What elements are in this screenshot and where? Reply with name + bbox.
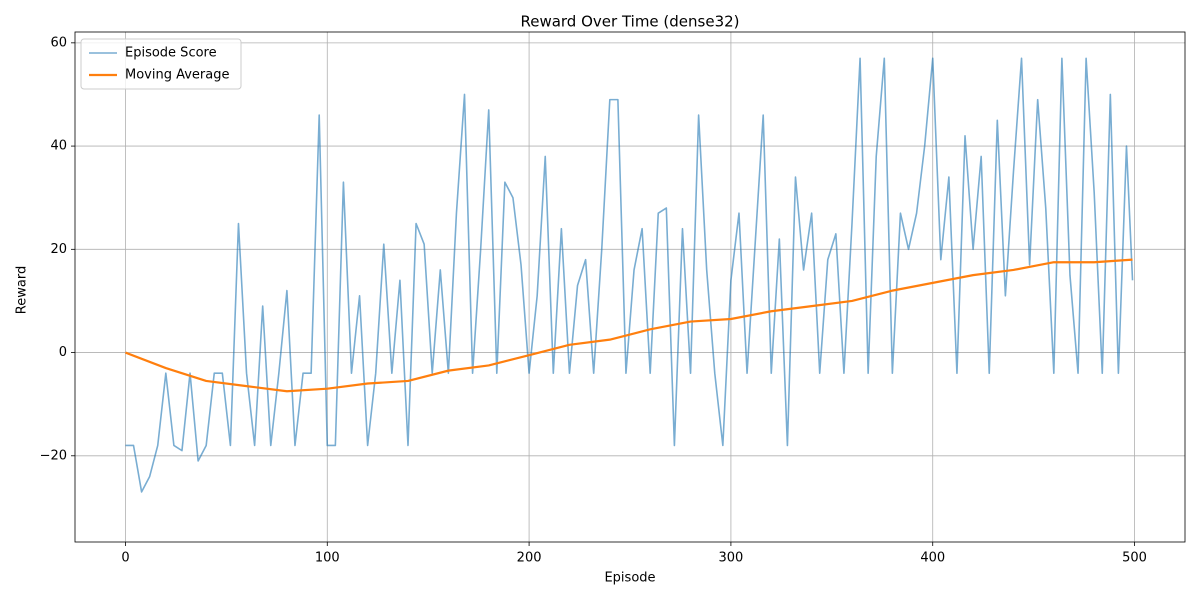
y-tick-label: −20: [40, 448, 67, 463]
series-line: [125, 57, 1134, 493]
x-tick-label: 400: [920, 551, 945, 566]
x-tick-label: 300: [718, 551, 743, 566]
x-tick-label: 500: [1122, 551, 1147, 566]
legend-label: Moving Average: [125, 68, 229, 83]
x-tick-label: 100: [315, 551, 340, 566]
legend-label: Episode Score: [125, 46, 217, 61]
y-axis-label: Reward: [15, 266, 30, 314]
y-tick-label: 40: [50, 139, 67, 154]
x-tick-label: 200: [517, 551, 542, 566]
y-tick-label: 20: [50, 242, 67, 257]
series-line: [125, 258, 1133, 393]
chart-title: Reward Over Time (dense32): [520, 13, 739, 31]
x-tick-label: 0: [121, 551, 129, 566]
legend-box: [80, 38, 242, 90]
plot-frame: [74, 31, 1186, 543]
y-tick-label: 60: [50, 35, 67, 50]
y-tick-label: 0: [59, 345, 67, 360]
x-axis-label: Episode: [604, 571, 655, 586]
